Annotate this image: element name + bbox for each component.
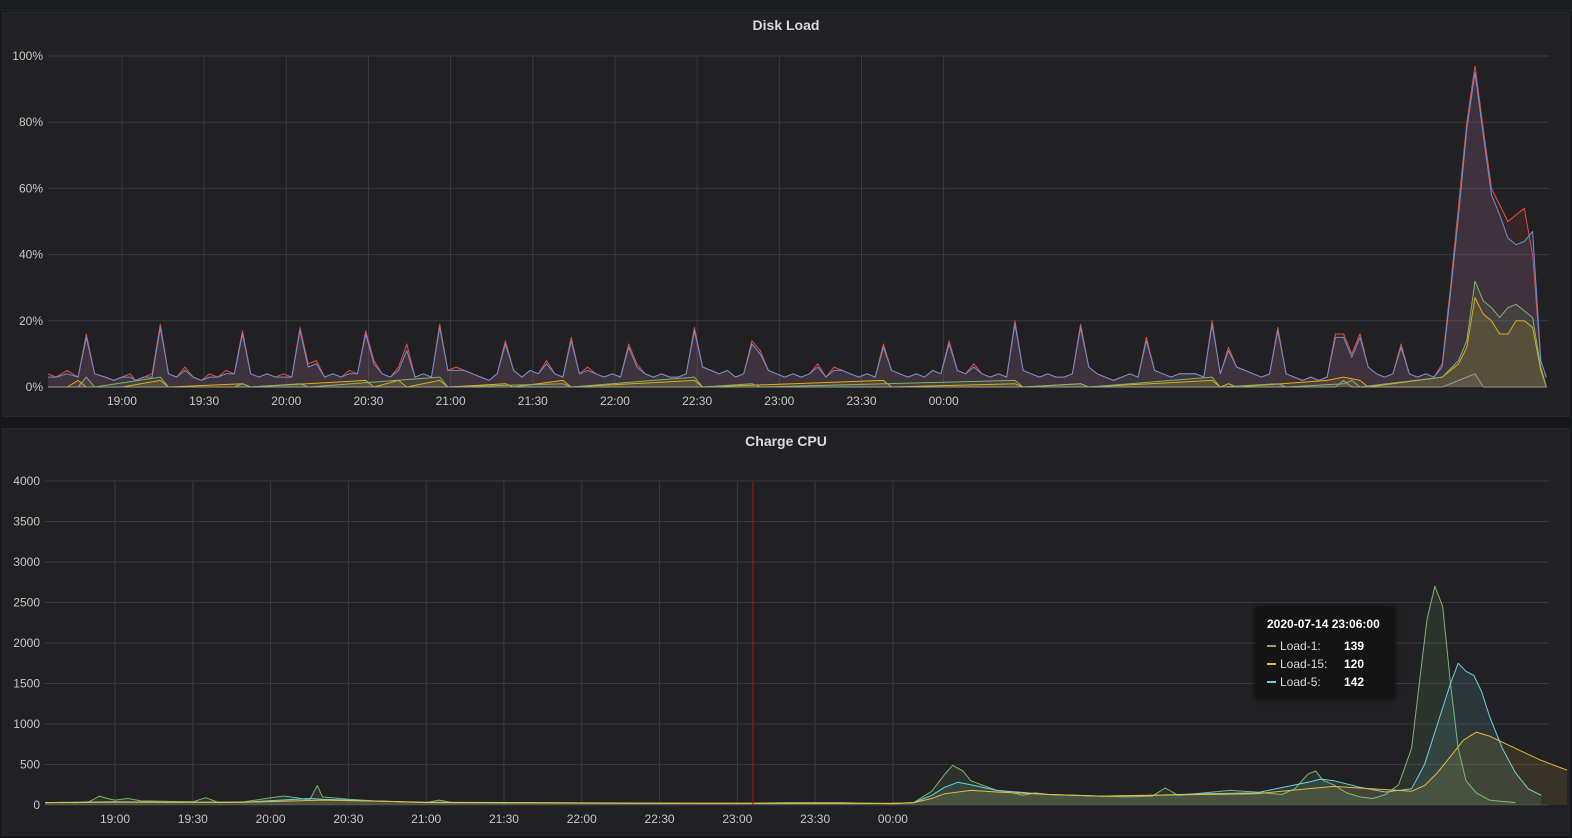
y-tick-label: 2500 [13, 596, 40, 610]
legend-swatch [1267, 645, 1276, 647]
y-tick-label: 500 [20, 758, 40, 772]
series-line [44, 731, 1568, 804]
tooltip-label: Load-15: [1280, 657, 1328, 671]
series-area [48, 65, 1547, 388]
x-tick-label: 21:30 [489, 812, 519, 826]
tooltip-value: 120 [1344, 657, 1365, 671]
x-tick-label: 22:00 [567, 812, 597, 826]
series-area [48, 297, 1547, 387]
y-tick-label: 4000 [13, 474, 40, 488]
charge-cpu-panel: 0 500 1000 1500 2000 2500 3000 3500 4000 19:00 19:… [2, 428, 1570, 836]
series-line [47, 65, 1547, 381]
x-tick-label: 22:00 [600, 394, 630, 408]
y-tick-label: 3500 [13, 515, 40, 529]
x-tick-label: 23:30 [846, 394, 876, 408]
x-tick-label: 21:00 [436, 394, 466, 408]
legend-swatch [1267, 663, 1276, 665]
panel-title: Charge CPU [745, 433, 827, 449]
series-line [48, 280, 1547, 388]
disk-load-panel: 0% 20% 40% 60% 80% 100% 19:00 19:30 20:00 20:30 21… [2, 12, 1570, 417]
y-tick-label: 2000 [13, 636, 40, 650]
legend-swatch [1267, 681, 1276, 683]
y-tick-label: 80% [19, 115, 43, 129]
y-tick-label: 1000 [13, 717, 40, 731]
y-tick-label: 0 [33, 798, 40, 812]
x-tick-label: 20:00 [256, 812, 286, 826]
y-tick-label: 100% [12, 49, 43, 63]
chart-svg: 0 500 1000 1500 2000 2500 3000 3500 4000 19:00 19:… [13, 474, 1568, 826]
tooltip-row: Load-15: 120 [1267, 655, 1383, 673]
x-tick-label: 22:30 [645, 812, 675, 826]
x-tick-label: 19:00 [107, 394, 137, 408]
series-area [48, 72, 1547, 387]
x-tick-label: 19:00 [100, 812, 130, 826]
tooltip-value: 139 [1344, 639, 1365, 653]
x-tick-label: 20:00 [271, 394, 301, 408]
x-tick-label: 23:00 [764, 394, 794, 408]
x-tick-label: 19:30 [189, 394, 219, 408]
tooltip-value: 142 [1344, 675, 1365, 689]
tooltip-label: Load-1: [1280, 639, 1321, 653]
tooltip-row: Load-1: 139 [1267, 637, 1383, 655]
x-tick-label: 21:30 [518, 394, 548, 408]
y-tick-label: 0% [26, 380, 44, 394]
tooltip-row: Load-5: 142 [1267, 673, 1383, 691]
chart-svg: 0% 20% 40% 60% 80% 100% 19:00 19:30 20:00 20:30 21… [12, 49, 1549, 408]
series-line [48, 72, 1547, 381]
top-strip [0, 0, 1572, 11]
tooltip-time: 2020-07-14 23:06:00 [1267, 617, 1380, 631]
y-tick-label: 40% [19, 248, 43, 262]
y-tick-label: 60% [19, 181, 43, 195]
hover-tooltip: 2020-07-14 23:06:00 Load-1: 139 Load-15:… [1255, 607, 1395, 699]
x-tick-label: 00:00 [929, 394, 959, 408]
series-area [48, 281, 1547, 387]
x-tick-label: 00:00 [878, 812, 908, 826]
y-tick-label: 20% [19, 314, 43, 328]
y-tick-label: 3000 [13, 555, 40, 569]
x-tick-label: 20:30 [333, 812, 363, 826]
y-tick-label: 1500 [13, 677, 40, 691]
series-area [45, 732, 1568, 805]
x-tick-label: 21:00 [411, 812, 441, 826]
x-tick-label: 23:00 [722, 812, 752, 826]
x-tick-label: 22:30 [682, 394, 712, 408]
panel-title: Disk Load [752, 17, 820, 33]
series-line [48, 373, 1547, 388]
tooltip-label: Load-5: [1280, 675, 1321, 689]
x-tick-label: 20:30 [353, 394, 383, 408]
x-tick-label: 23:30 [800, 812, 830, 826]
x-tick-label: 19:30 [178, 812, 208, 826]
series-line [48, 297, 1547, 388]
